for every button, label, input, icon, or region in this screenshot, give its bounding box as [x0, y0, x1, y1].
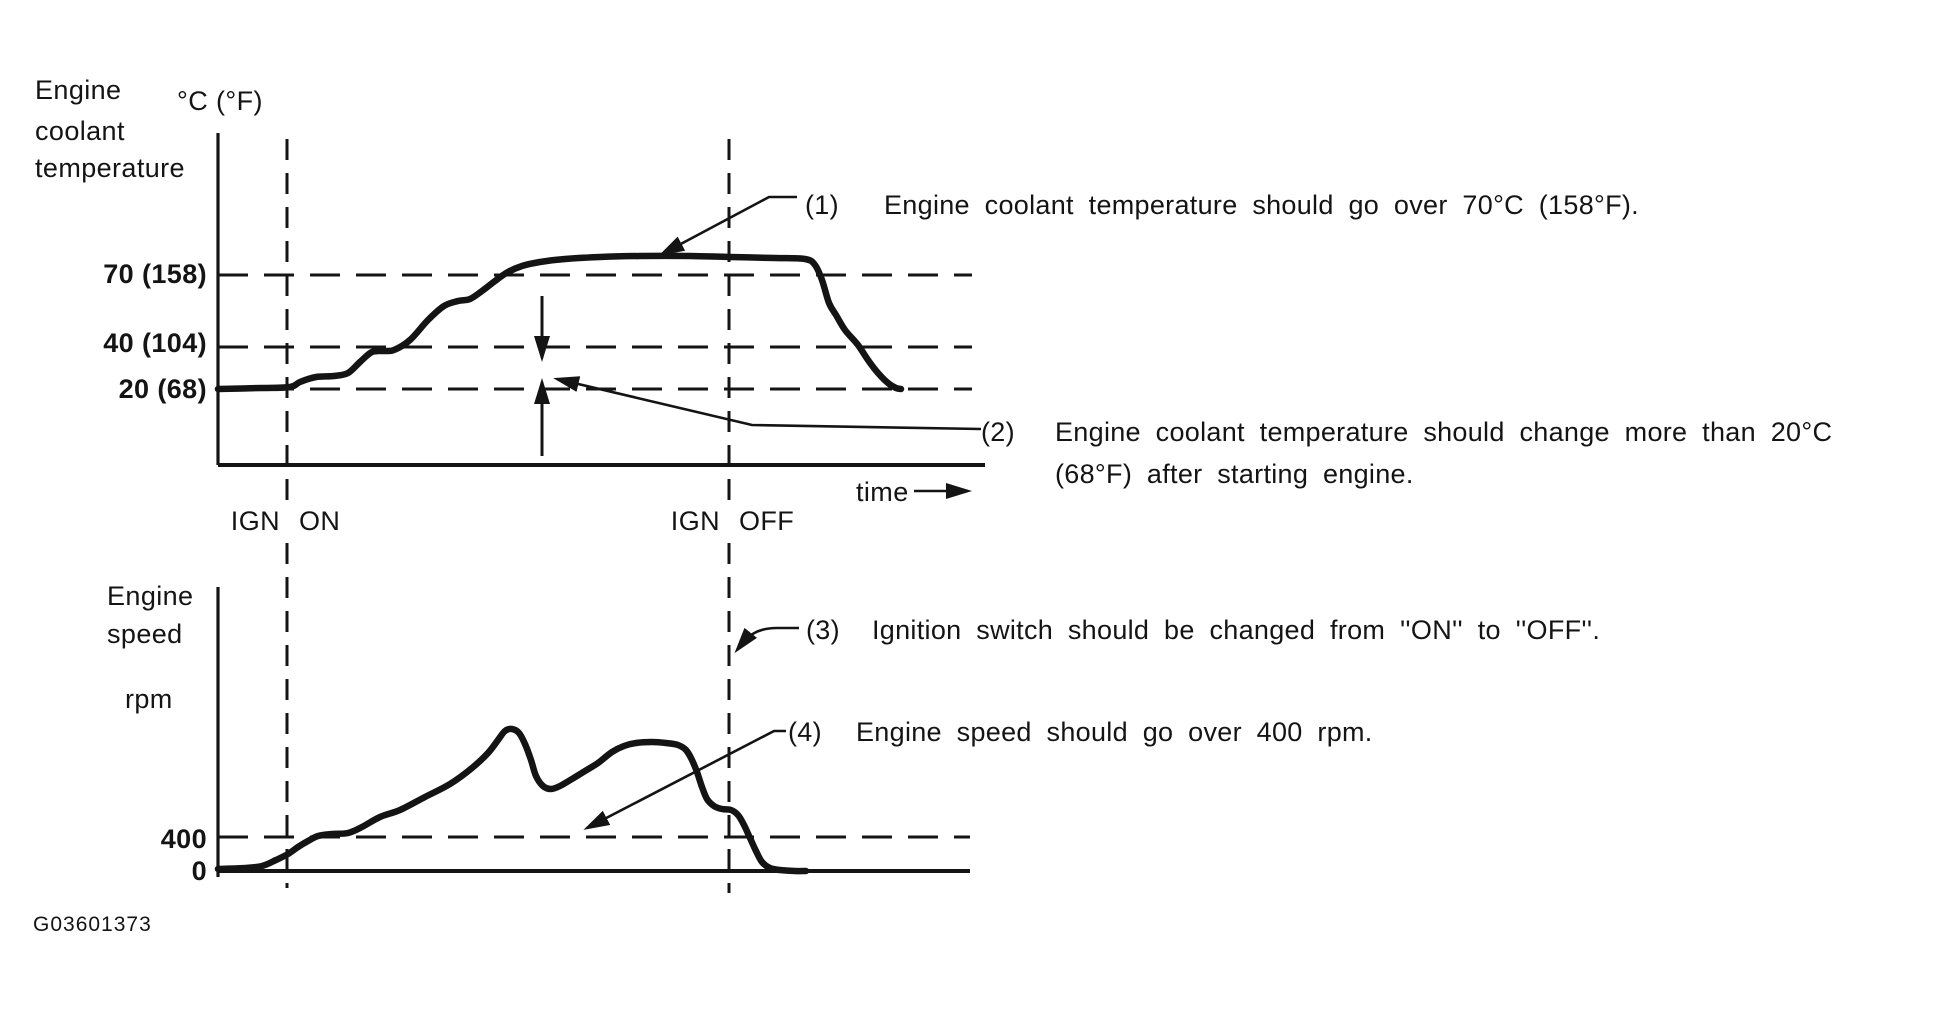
tick-20-68: 20 (68)	[119, 374, 207, 404]
annotation-3-number: (3)	[806, 615, 840, 645]
tick-0rpm: 0	[192, 856, 207, 886]
annotation-2-text-line2: (68°F) after starting engine.	[1055, 459, 1414, 489]
annotation-4-number: (4)	[788, 717, 822, 747]
coolant-axis-title-line1: Engine	[35, 75, 121, 105]
annotation-2-number: (2)	[981, 417, 1015, 447]
tick-40-104: 40 (104)	[103, 328, 207, 358]
ign-on-label-word1: IGN	[231, 506, 280, 536]
annotation-3-text: Ignition switch should be changed from '…	[872, 615, 1600, 645]
tick-400rpm: 400	[161, 824, 207, 854]
annotation-2-text-line1: Engine coolant temperature should change…	[1055, 417, 1832, 447]
speed-axis-title-line1: Engine	[107, 581, 193, 611]
ign-on-label-word2: ON	[299, 506, 340, 536]
time-axis-label: time	[856, 477, 909, 507]
ign-off-label-word2: OFF	[739, 506, 794, 536]
leader-line-2	[553, 376, 982, 431]
ign-off-label-word1: IGN	[671, 506, 720, 536]
annotation-1-text: Engine coolant temperature should go ove…	[884, 190, 1639, 220]
leader-line-1	[658, 195, 797, 256]
coolant-axis-title-line3: temperature	[35, 153, 185, 183]
speed-unit-label: rpm	[125, 684, 173, 714]
engine-speed-chart	[214, 587, 970, 877]
tick-70-158: 70 (158)	[103, 259, 207, 289]
speed-axis-title-line2: speed	[107, 619, 183, 649]
annotation-1-number: (1)	[805, 190, 839, 220]
coolant-temperature-chart	[214, 133, 985, 893]
leader-line-4	[583, 729, 786, 830]
annotation-4-text: Engine speed should go over 400 rpm.	[856, 717, 1373, 747]
coolant-unit-label: °C (°F)	[177, 86, 263, 116]
coolant-axis-title-line2: coolant	[35, 116, 125, 146]
figure-id: G03601373	[33, 913, 152, 936]
leader-line-3	[734, 626, 799, 654]
coolant-temperature-curve	[214, 252, 905, 393]
engine-speed-curve	[214, 725, 810, 875]
